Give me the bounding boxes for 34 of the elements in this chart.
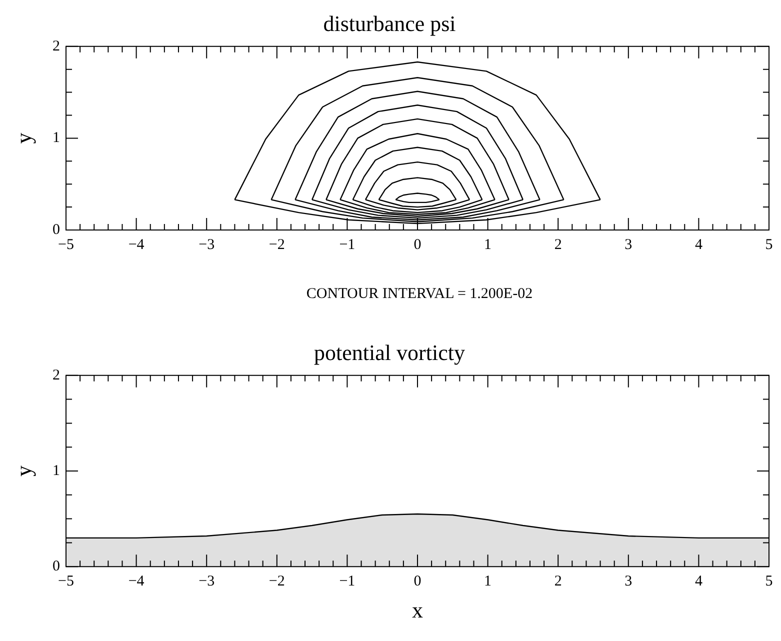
x-tick-label: −3 (198, 574, 215, 590)
x-tick-label: 1 (484, 574, 492, 590)
x-tick-label: −1 (339, 574, 356, 590)
x-tick-label: −5 (58, 236, 74, 253)
y-axis-title: y (10, 466, 36, 476)
x-tick-label: 2 (554, 236, 562, 253)
y-tick-label: 1 (52, 462, 60, 479)
y-tick-label: 0 (52, 558, 60, 575)
x-tick-label: −2 (268, 236, 285, 253)
y-tick-label: 1 (52, 130, 60, 146)
x-tick-label: −5 (58, 574, 74, 590)
x-tick-label: −1 (339, 236, 356, 253)
x-tick-label: 5 (765, 574, 773, 590)
x-tick-label: 3 (624, 236, 632, 253)
x-tick-label: 0 (414, 574, 422, 590)
text: CONTOUR INTERVAL = 1.200E-02 (305, 286, 534, 303)
x-tick-label: 0 (414, 236, 422, 253)
x-tick-label: −4 (128, 236, 145, 253)
x-tick-label: 3 (624, 574, 632, 590)
x-tick-label: −2 (268, 574, 285, 590)
x-tick-label: −3 (198, 236, 215, 253)
chart-title: disturbance psi (323, 10, 456, 36)
y-tick-label: 0 (52, 222, 60, 238)
x-tick-label: 5 (765, 236, 773, 253)
x-tick-label: 1 (484, 236, 492, 253)
y-tick-label: 2 (52, 367, 60, 384)
x-axis-title: x (412, 598, 423, 623)
x-tick-label: −4 (128, 574, 145, 590)
x-tick-label: 4 (694, 236, 703, 253)
x-tick-label: 2 (554, 574, 562, 590)
x-tick-label: 4 (694, 574, 703, 590)
chart-title: potential vorticty (314, 340, 465, 365)
y-axis-title: y (10, 132, 36, 144)
y-tick-label: 2 (52, 38, 60, 54)
